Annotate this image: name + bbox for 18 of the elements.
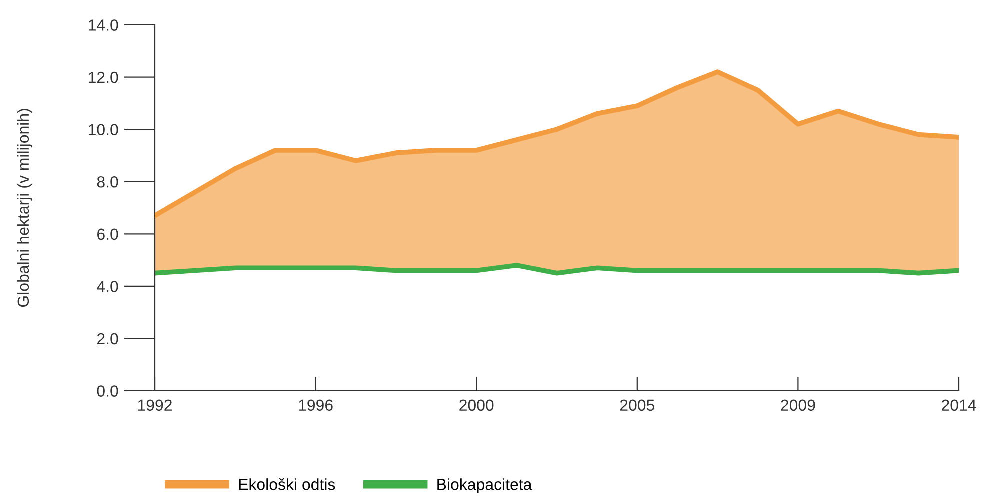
- y-tick-label: 8.0: [97, 176, 118, 188]
- y-axis-title: Globalni hektarji (v milijonih): [17, 109, 32, 308]
- y-tick-label: 10.0: [89, 124, 118, 136]
- x-tick-label: 2009: [781, 400, 816, 412]
- y-tick-label: 6.0: [98, 228, 118, 240]
- x-tick-label: 1992: [138, 400, 172, 412]
- y-tick-label: 14.0: [89, 20, 118, 31]
- legend-label: Ekološki odtis: [239, 478, 336, 490]
- legend-label: Biokapaciteta: [438, 478, 532, 494]
- line-series: [155, 263, 959, 276]
- x-tick-label: 2000: [460, 400, 494, 412]
- y-tick-label: 2.0: [97, 333, 118, 345]
- y-tick-label: 4.0: [97, 281, 118, 292]
- y-tick-label: 0.0: [97, 386, 118, 397]
- x-tick-label: 2005: [620, 400, 654, 412]
- y-tick-label: 12.0: [89, 72, 118, 84]
- x-tick-label: 1996: [299, 400, 333, 412]
- x-tick-label: 2014: [942, 400, 976, 412]
